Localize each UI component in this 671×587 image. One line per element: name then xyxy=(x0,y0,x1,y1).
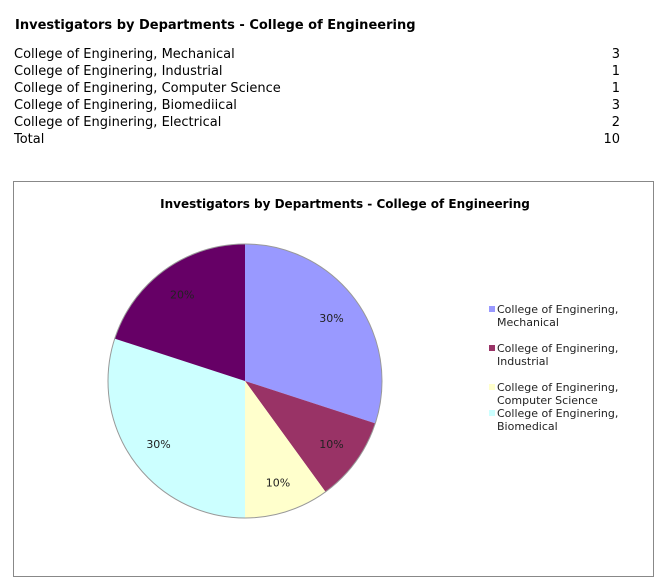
pie-outline xyxy=(107,243,383,519)
row-value: 10 xyxy=(603,132,620,147)
legend-swatch xyxy=(489,345,495,351)
row-label: College of Enginering, Industrial xyxy=(14,64,223,79)
summary-table: College of Enginering, Mechanical 3 Colle… xyxy=(14,46,620,148)
legend-swatch xyxy=(489,384,495,390)
row-value: 1 xyxy=(611,64,620,79)
row-label: College of Enginering, Mechanical xyxy=(14,47,235,62)
row-label: Total xyxy=(14,132,45,147)
table-row-total: Total 10 xyxy=(14,131,620,148)
row-label: College of Enginering, Biomediical xyxy=(14,98,237,113)
row-label: College of Enginering, Computer Science xyxy=(14,81,281,96)
pie-slice xyxy=(107,338,245,518)
row-value: 3 xyxy=(611,98,620,113)
slice-label: 10% xyxy=(266,477,290,490)
legend-item: College of Enginering, Industrial xyxy=(489,342,637,368)
pie-slice xyxy=(245,381,376,492)
legend-swatch xyxy=(489,306,495,312)
row-value: 2 xyxy=(611,115,620,130)
chart-legend: College of Enginering, Mechanical Colleg… xyxy=(489,303,637,446)
row-value: 3 xyxy=(611,47,620,62)
legend-label: College of Enginering, Industrial xyxy=(497,342,619,368)
table-row: College of Enginering, Industrial 1 xyxy=(14,63,620,80)
page-title: Investigators by Departments - College o… xyxy=(15,18,416,33)
legend-swatch xyxy=(489,410,495,416)
pie-slice xyxy=(245,381,326,518)
legend-label: College of Enginering, Mechanical xyxy=(497,303,619,329)
table-row: College of Enginering, Computer Science 1 xyxy=(14,80,620,97)
pie-slice xyxy=(114,244,245,381)
table-row: College of Enginering, Mechanical 3 xyxy=(14,46,620,63)
row-label: College of Enginering, Electrical xyxy=(14,115,222,130)
pie-slice xyxy=(245,244,382,424)
legend-item: College of Enginering, Computer Science xyxy=(489,381,637,407)
slice-label: 30% xyxy=(146,438,170,451)
slice-label: 30% xyxy=(319,312,343,325)
slice-label: 10% xyxy=(319,438,343,451)
legend-item: College of Enginering, Mechanical xyxy=(489,303,637,329)
table-row: College of Enginering, Electrical 2 xyxy=(14,114,620,131)
legend-item: College of Enginering, Biomedical xyxy=(489,407,637,433)
table-row: College of Enginering, Biomediical 3 xyxy=(14,97,620,114)
row-value: 1 xyxy=(611,81,620,96)
legend-label: College of Enginering, Computer Science xyxy=(497,381,619,407)
chart-frame xyxy=(13,181,654,577)
legend-label: College of Enginering, Biomedical xyxy=(497,407,619,433)
slice-label: 20% xyxy=(170,289,194,302)
chart-title: Investigators by Departments - College o… xyxy=(160,197,530,211)
